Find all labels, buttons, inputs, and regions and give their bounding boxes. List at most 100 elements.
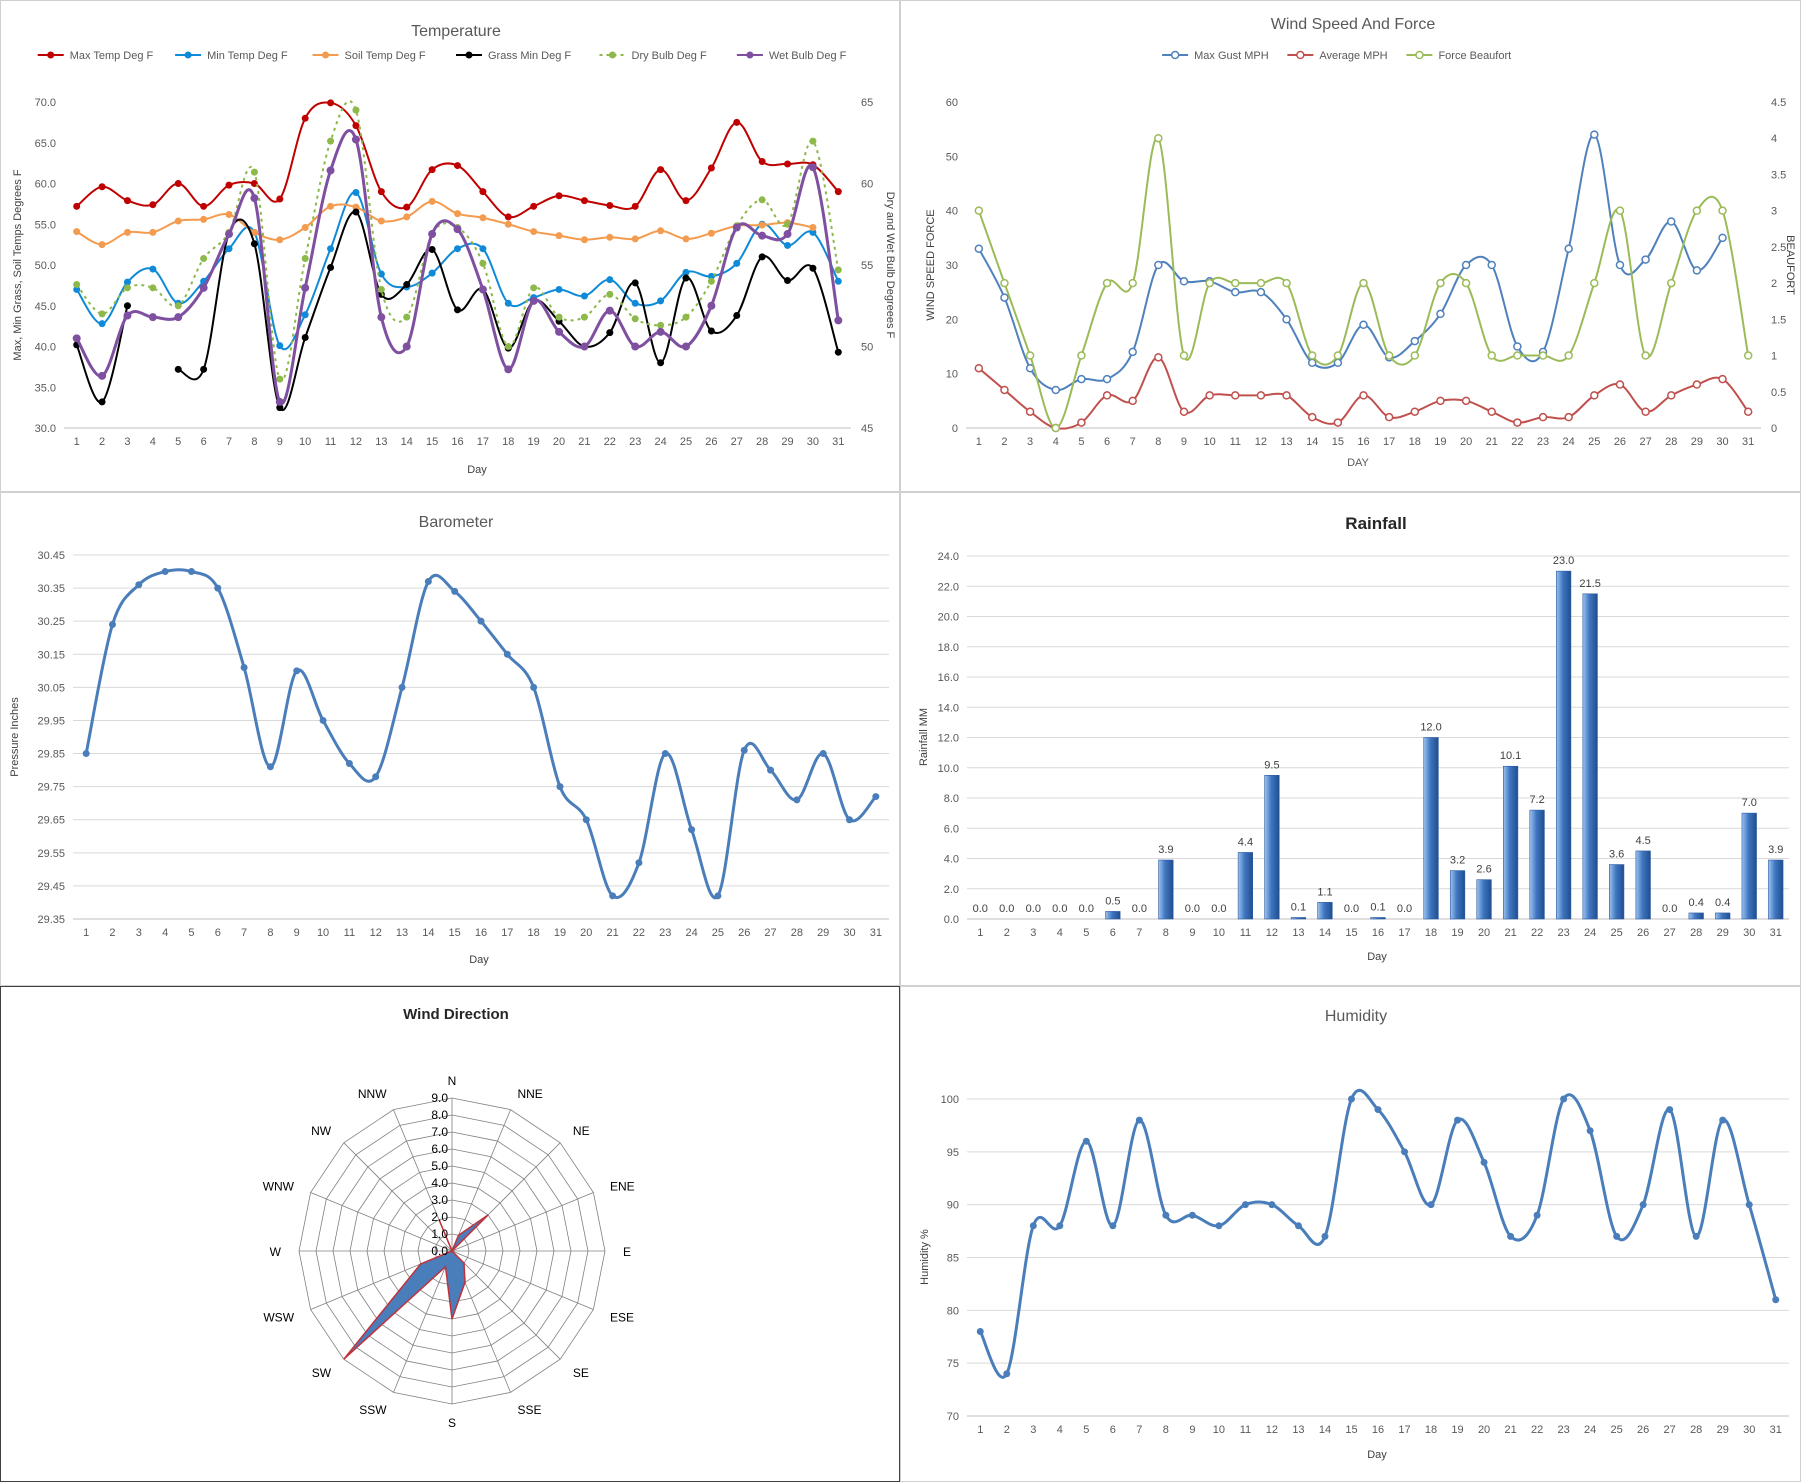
x-tick-label: 18 xyxy=(1409,436,1421,448)
x-tick-label: 17 xyxy=(501,927,513,939)
temp-series-1-point xyxy=(225,245,233,253)
rainfall-data-label: 0.0 xyxy=(1026,903,1041,915)
temp-series-5-point xyxy=(605,306,614,315)
barometer-chart-panel: Barometer 29.35 29.45 29.55 29.65 29.75 29.85 2… xyxy=(0,492,900,986)
y-tick-label: 40 xyxy=(946,206,958,218)
temp-series-4-point xyxy=(174,302,182,310)
x-tick-label: 20 xyxy=(580,927,592,939)
temp-series-5-point xyxy=(225,230,234,239)
x-tick-label: 29 xyxy=(1691,436,1703,448)
humidity-point xyxy=(1056,1222,1064,1230)
pressure-point xyxy=(503,650,511,658)
y-tick-label: 6.0 xyxy=(944,823,959,835)
wind-series-1-point xyxy=(1513,418,1522,427)
temp-series-2-point xyxy=(149,228,157,236)
temp-series-4-point xyxy=(98,310,106,318)
wind-series-0-point xyxy=(1461,260,1471,270)
x-tick-label: 10 xyxy=(1204,436,1216,448)
radar-group: 0.0 1.0 2.0 3.0 4.0 5.0 6.0 7.0 8.0 9.0N NNE NE ENE E… xyxy=(263,1074,635,1430)
rainfall-data-label: 0.4 xyxy=(1689,897,1704,909)
temp-series-5-point xyxy=(580,342,589,351)
y-tick-label: 80 xyxy=(947,1305,959,1317)
pressure-point xyxy=(293,667,301,675)
wind-series-2-point xyxy=(1359,278,1368,288)
rainfall-bar xyxy=(1158,859,1174,920)
temp-series-1-point xyxy=(98,320,106,328)
x-tick-label: 7 xyxy=(1136,927,1142,939)
temp-series-2-point xyxy=(707,229,715,237)
x-tick-label: 29 xyxy=(817,927,829,939)
temp-series-2-point xyxy=(403,213,411,221)
temp-series-1-point xyxy=(834,277,842,285)
wind-series-0-point xyxy=(1282,315,1291,324)
temp-series-0-point xyxy=(123,197,131,205)
temp-series-0-point xyxy=(454,162,461,170)
y2-tick-label: 45 xyxy=(861,423,873,435)
temp-series-5-line xyxy=(75,129,840,406)
pressure-point xyxy=(609,892,617,900)
x-tick-label: 27 xyxy=(1664,927,1676,939)
x-tick-label: 30 xyxy=(1743,1424,1755,1436)
temp-series-0-point xyxy=(73,202,81,210)
wind-series-2-point xyxy=(1718,206,1727,215)
radar-tick-label: 1.0 xyxy=(431,1227,448,1241)
x-tick-label: 25 xyxy=(1611,927,1623,939)
x-tick-label: 14 xyxy=(401,436,413,448)
x-tick-label: 4 xyxy=(1057,927,1063,939)
x-tick-label: 19 xyxy=(554,927,566,939)
temp-series-0-point xyxy=(377,188,385,196)
radar-category-label: NE xyxy=(573,1124,590,1138)
legend-marker xyxy=(609,51,616,59)
y2-tick-label: 4 xyxy=(1771,133,1777,145)
temp-series-1-point xyxy=(555,285,563,293)
temp-series-1-point xyxy=(504,299,512,307)
wind-series-1-point xyxy=(1743,407,1753,416)
temp-series-5-point xyxy=(631,342,640,351)
temp-series-0-point xyxy=(504,213,512,221)
temp-series-5-point xyxy=(529,296,538,305)
x-tick-label: 30 xyxy=(1743,927,1755,939)
x-tick-label: 21 xyxy=(606,927,618,939)
pressure-point xyxy=(161,568,169,576)
x-tick-label: 7 xyxy=(1130,436,1136,448)
wind-series-1-point xyxy=(1487,407,1496,416)
temp-series-0-point xyxy=(174,180,182,187)
chart-title: Rainfall xyxy=(1345,514,1406,533)
temp-series-4-point xyxy=(530,284,538,292)
temp-series-1-point xyxy=(580,292,588,300)
x-tick-label: 16 xyxy=(1372,1424,1384,1436)
pressure-point xyxy=(424,577,432,585)
y-tick-label: 10.0 xyxy=(938,763,959,775)
x-tick-label: 6 xyxy=(1104,436,1110,448)
temp-series-4-point xyxy=(327,137,335,145)
temp-series-5-point xyxy=(707,301,716,310)
radar-tick-label: 6.0 xyxy=(431,1142,448,1156)
rainfall-data-label: 0.1 xyxy=(1370,901,1385,913)
temp-series-3-point xyxy=(809,264,817,272)
temp-series-3-point xyxy=(250,240,258,248)
humidity-chart-panel: Humidity 70 75 80 85 90 95 100 1 2 3 4 5 6 7 8 9 10 11 12 13… xyxy=(900,986,1801,1482)
radar-category-label: N xyxy=(448,1074,457,1088)
wind-series-0-point xyxy=(1513,342,1522,351)
wind-chart-panel: Wind Speed And Force 0 10 20 30 40 50 60 1 2 3 4 5 6 7… xyxy=(900,0,1801,492)
x-tick-label: 9 xyxy=(1189,1424,1195,1436)
y-tick-label: 20 xyxy=(946,314,958,326)
wind-series-0-point xyxy=(1590,130,1599,139)
y-tick-label: 65.0 xyxy=(35,138,56,150)
temp-series-4-point xyxy=(504,343,512,350)
x-tick-label: 24 xyxy=(1584,1424,1596,1436)
x-tick-label: 31 xyxy=(870,927,882,939)
temp-series-1-point xyxy=(301,311,309,319)
wind-series-2-point xyxy=(1333,351,1343,360)
x-tick-label: 19 xyxy=(1451,927,1463,939)
y2-tick-label: 0.5 xyxy=(1771,387,1786,399)
temp-series-0-point xyxy=(403,203,411,211)
x-tick-label: 21 xyxy=(1504,927,1516,939)
x-tick-label: 11 xyxy=(1240,1424,1251,1436)
wind-series-2-point xyxy=(1564,351,1573,360)
temp-series-0-point xyxy=(250,180,258,187)
x-tick-label: 25 xyxy=(1588,436,1600,448)
humidity-point xyxy=(1188,1211,1196,1219)
humidity-point xyxy=(1082,1137,1090,1145)
x-tick-label: 28 xyxy=(756,436,768,448)
